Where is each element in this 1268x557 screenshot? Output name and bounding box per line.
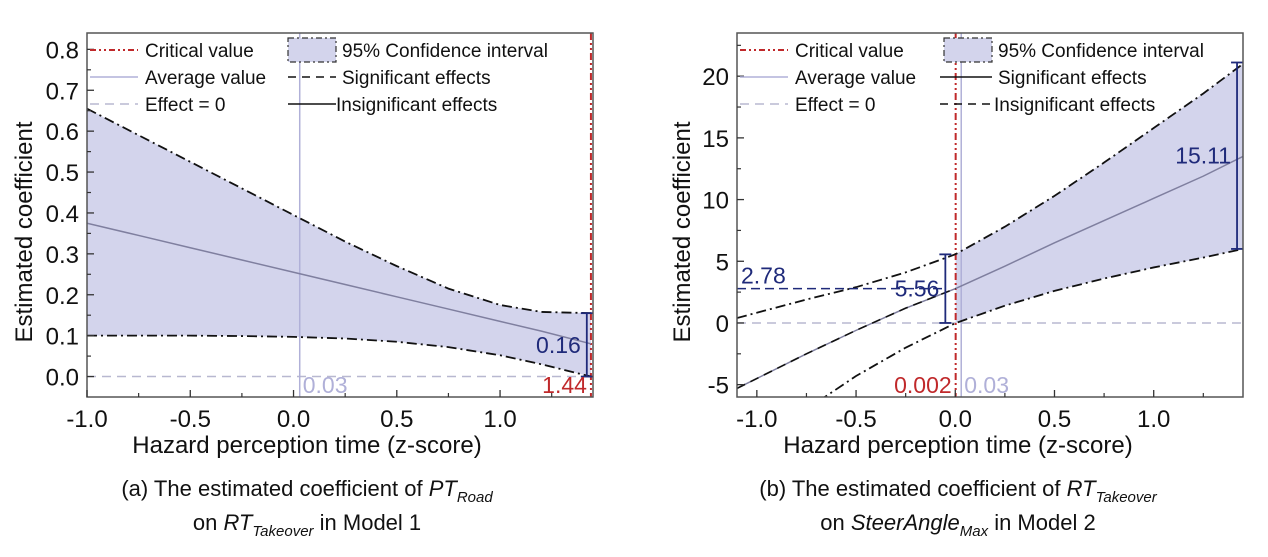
critical-value-label: 1.44: [542, 372, 587, 398]
legend-insignificant-label: Insignificant effects: [336, 95, 497, 116]
x-tick-label: 0.5: [380, 406, 413, 433]
panel-a-x-axis-title: Hazard perception time (z-score): [132, 432, 481, 459]
x-tick-label: 0.0: [939, 406, 972, 433]
y-tick-label: 0.0: [46, 365, 79, 392]
y-tick-label: 0: [716, 311, 729, 338]
y-tick-label: 0.4: [46, 201, 79, 228]
x-tick-label: 0.0: [277, 406, 310, 433]
legend-insignificant-label: Insignificant effects: [994, 95, 1155, 116]
annotation-range-bar: [939, 253, 952, 324]
legend-significant-label: Significant effects: [342, 68, 491, 89]
x-tick-label: -0.5: [835, 406, 876, 433]
panel-a-caption-line1: (a) The estimated coefficient of PTRoad: [121, 476, 493, 506]
panel-b-y-axis-title: Estimated coefficient: [669, 121, 696, 342]
legend-critical-label: Critical value: [145, 41, 254, 62]
y-tick-label: -5: [708, 373, 729, 400]
panel-a-plot-frame: [86, 32, 594, 398]
y-tick-label: 10: [702, 188, 729, 215]
y-tick-label: 0.2: [46, 283, 79, 310]
y-tick-label: 20: [702, 64, 729, 91]
y-tick-label: 0.3: [46, 242, 79, 269]
panel-a-caption-line2: on RTTakeover in Model 1: [193, 510, 421, 540]
legend-average-label: Average value: [145, 68, 266, 89]
confidence-band: [87, 108, 591, 377]
insignificant-mean-line: [737, 287, 957, 390]
annotation-label: 15.11: [1175, 143, 1231, 169]
ci-lower-line: [87, 334, 592, 378]
legend-ci-label: 95% Confidence interval: [998, 41, 1204, 62]
annotation-range-bar: [1231, 61, 1244, 250]
x-tick-label: 0.5: [1038, 406, 1071, 433]
critical-value-label: 0.002: [894, 372, 952, 398]
x-tick-label: 1.0: [483, 406, 516, 433]
confidence-band: [955, 63, 1243, 324]
legend-ci-label: 95% Confidence interval: [342, 41, 548, 62]
panel-a-chart: 0.16 1.44 0.03 -1.0 -0.5 0.0 0.5 1.0 0.0 0.1 0.2 0…: [11, 32, 594, 540]
x-tick-label: -0.5: [170, 406, 211, 433]
y-tick-label: 0.7: [46, 78, 79, 105]
average-value-label: 0.03: [303, 372, 348, 398]
ci-lower-line: [823, 248, 1243, 397]
x-tick-label: 1.0: [1137, 406, 1170, 433]
legend-critical-label: Critical value: [795, 41, 904, 62]
y-tick-label: 0.6: [46, 119, 79, 146]
y-tick-label: 0.1: [46, 324, 79, 351]
legend-ci-swatch: [287, 37, 337, 63]
annotation-label: 5.56: [895, 276, 940, 302]
panel-b-x-axis-title: Hazard perception time (z-score): [783, 432, 1132, 459]
ci-upper-line: [737, 63, 1243, 319]
y-tick-label: 0.8: [46, 37, 79, 64]
legend-average-label: Average value: [795, 68, 916, 89]
panel-b-caption-line1: (b) The estimated coefficient of RTTakeo…: [759, 476, 1157, 506]
panel-b-caption-line2: on SteerAngleMax in Model 2: [820, 510, 1095, 540]
average-value-label: 0.03: [964, 372, 1009, 398]
annotation-range-bar: [580, 312, 593, 378]
y-tick-label: 15: [702, 126, 729, 153]
y-tick-label: 5: [716, 249, 729, 276]
panel-a-y-axis-title: Estimated coefficient: [11, 121, 38, 342]
panel-b-legend: Critical value Average value Effect = 0 …: [740, 37, 1204, 116]
legend-ci-swatch: [943, 37, 993, 63]
average-line: [87, 222, 592, 345]
legend-zero-label: Effect = 0: [795, 95, 875, 116]
y-tick-label: 0.5: [46, 160, 79, 187]
annotation-label: 0.16: [536, 332, 581, 358]
average-line: [737, 155, 1243, 390]
panel-b-chart: 5.56 2.78 15.11 0.002 0.03 -1.0 -0.5 0.0 0.5 1.0…: [669, 32, 1244, 540]
x-tick-label: -1.0: [736, 406, 777, 433]
annotation-label: 2.78: [741, 263, 786, 289]
legend-significant-label: Significant effects: [998, 68, 1147, 89]
panel-a-legend: Critical value Average value Effect = 0 …: [90, 37, 548, 116]
legend-zero-label: Effect = 0: [145, 95, 225, 116]
x-tick-label: -1.0: [66, 406, 107, 433]
panel-b-plot-frame: [736, 32, 1244, 398]
